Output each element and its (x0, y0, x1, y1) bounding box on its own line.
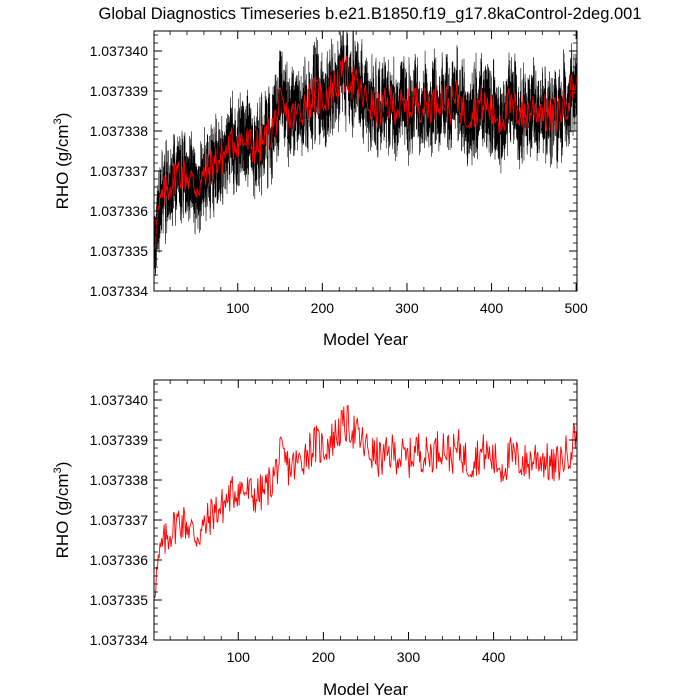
bottom-chart-frame (153, 379, 578, 641)
monthly-series-line (154, 31, 577, 276)
bottom-chart-y-axis-title: RHO (g/cm3) (52, 462, 72, 559)
top-chart-plot-area (154, 31, 577, 276)
annual-mean-series-line (154, 404, 577, 599)
y-tick-label: 1.037334 (90, 283, 149, 299)
x-tick-label: 500 (564, 300, 588, 316)
bottom-chart-x-axis-title: Model Year (323, 680, 408, 699)
y-tick-label: 1.037338 (90, 123, 149, 139)
top-chart-x-axis-title: Model Year (323, 330, 408, 349)
x-tick-label: 100 (226, 300, 250, 316)
y-tick-label: 1.037335 (90, 243, 149, 259)
y-tick-label: 1.037336 (90, 203, 149, 219)
y-tick-label: 1.037340 (90, 43, 149, 59)
y-tick-label: 1.037338 (90, 472, 149, 488)
y-tick-label: 1.037337 (90, 163, 149, 179)
top-chart-y-axis-title: RHO (g/cm3) (52, 113, 72, 210)
x-tick-label: 300 (395, 300, 419, 316)
y-tick-label: 1.037339 (90, 432, 149, 448)
y-tick-label: 1.037336 (90, 552, 149, 568)
x-tick-label: 400 (482, 649, 506, 665)
y-tick-label: 1.037337 (90, 512, 149, 528)
x-tick-label: 400 (480, 300, 504, 316)
top-chart-frame (153, 30, 578, 292)
y-tick-label: 1.037339 (90, 83, 149, 99)
bottom-chart-axes: 1.037334 1.037335 1.037336 1.037337 1.037338… (90, 380, 577, 665)
top-chart-axes: 1.037334 1.037335 1.037336 1.037337 1.037338… (90, 31, 588, 316)
y-tick-label: 1.037340 (90, 392, 149, 408)
annual-mean-series-line (154, 55, 577, 250)
x-tick-label: 300 (397, 649, 421, 665)
y-tick-label: 1.037334 (90, 632, 149, 648)
top-chart-panel: 1.037334 1.037335 1.037336 1.037337 1.037338… (52, 30, 588, 349)
bottom-chart-plot-area (154, 404, 577, 599)
bottom-chart-panel: 1.037334 1.037335 1.037336 1.037337 1.037338… (52, 379, 578, 699)
y-tick-label: 1.037335 (90, 592, 149, 608)
x-tick-label: 200 (312, 649, 336, 665)
x-tick-label: 100 (227, 649, 251, 665)
figure-title: Global Diagnostics Timeseries b.e21.B185… (98, 5, 641, 23)
x-tick-label: 200 (311, 300, 335, 316)
